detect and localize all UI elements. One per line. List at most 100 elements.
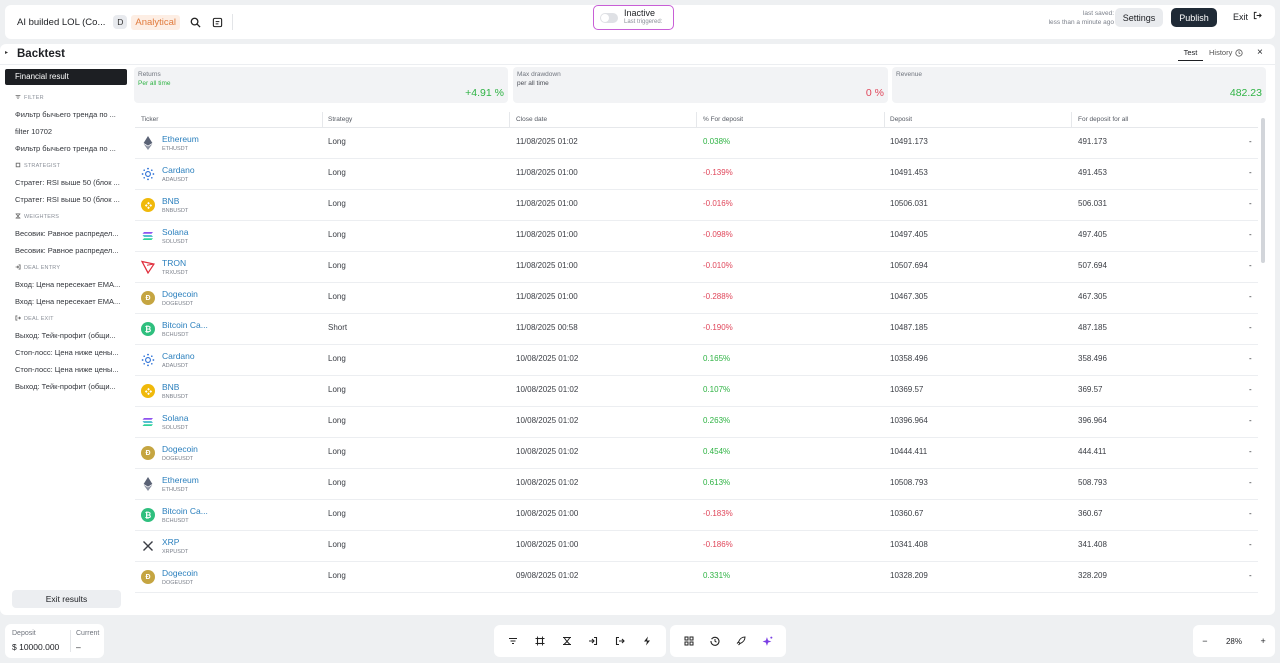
sidebar-item[interactable]: Стоп-лосс: Цена ниже цены... (15, 348, 119, 357)
sidebar-item[interactable]: Стратег: RSI выше 50 (блок ... (15, 178, 120, 187)
sidebar-item[interactable]: filter 10702 (15, 127, 53, 136)
ticker-name[interactable]: BNB (162, 382, 180, 392)
strategy-cell: Short (328, 323, 348, 332)
lightning-icon[interactable] (640, 634, 654, 648)
sidebar-item-financial-result[interactable]: Financial result (5, 69, 127, 85)
sidebar-item[interactable]: Стратег: RSI выше 50 (блок ... (15, 195, 120, 204)
sidebar-item[interactable]: Вход: Цена пересекает EMA... (15, 280, 121, 289)
deposit-widget: Deposit $ 10000.000 Current – (5, 624, 104, 658)
deal-exit-icon[interactable] (613, 634, 627, 648)
percent-cell: -0.098% (703, 230, 733, 239)
ticker-name[interactable]: Ethereum (162, 134, 199, 144)
strategy-cell: Long (328, 199, 346, 208)
grid-icon[interactable] (682, 634, 696, 648)
empty-cell: - (1249, 230, 1252, 239)
ticker-name[interactable]: Dogecoin (162, 444, 198, 454)
history-icon[interactable] (708, 634, 722, 648)
document-icon[interactable] (210, 15, 224, 29)
close-icon[interactable]: × (1257, 47, 1263, 58)
status-toggle[interactable]: Inactive Last triggered: (593, 5, 674, 30)
ticker-name[interactable]: Solana (162, 413, 189, 423)
user-badge[interactable]: D (113, 15, 128, 29)
exit-results-button[interactable]: Exit results (12, 590, 121, 608)
mode-badge[interactable]: Analytical (131, 14, 181, 30)
ticker-symbol: ADAUSDT (162, 363, 189, 369)
sidebar-item[interactable]: Вход: Цена пересекает EMA... (15, 297, 121, 306)
clock-icon (1235, 48, 1243, 57)
block-toolbar (494, 625, 666, 657)
ticker-name[interactable]: Dogecoin (162, 289, 198, 299)
settings-button[interactable]: Settings (1115, 8, 1163, 27)
percent-cell: -0.190% (703, 323, 733, 332)
column-header[interactable]: Close date (516, 116, 548, 123)
column-header[interactable]: Deposit (890, 116, 913, 123)
collapse-arrow-icon[interactable]: ▸ (5, 50, 9, 56)
dogecoin-icon: Ð (141, 446, 155, 460)
tab-test[interactable]: Test (1178, 48, 1203, 61)
table-row[interactable]: TRON TRXUSDT Long 11/08/2025 01:00 -0.010% 10… (135, 252, 1258, 283)
table-row[interactable]: Ð Dogecoin DOGEUSDT Long 10/08/2025 01:02 0.4… (135, 438, 1258, 469)
card-value: 0 % (865, 87, 884, 99)
table-row[interactable]: BNB BNBUSDT Long 10/08/2025 01:02 0.107% 1036… (135, 376, 1258, 407)
table-row[interactable]: Solana SOLUSDT Long 10/08/2025 01:02 0.263% 1… (135, 407, 1258, 438)
strategist-icon (15, 162, 21, 170)
table-row[interactable]: Solana SOLUSDT Long 11/08/2025 01:00 -0.098%… (135, 221, 1258, 252)
column-header[interactable]: Ticker (141, 116, 159, 123)
table-row[interactable]: ₿ Bitcoin Ca... BCHUSDT Short 11/08/2025 00:… (135, 314, 1258, 345)
column-header[interactable]: % For deposit (703, 116, 744, 123)
toggle-switch[interactable] (600, 12, 618, 23)
table-row[interactable]: Cardano ADAUSDT Long 11/08/2025 01:00 -0.139… (135, 159, 1258, 190)
table-row[interactable]: Ð Dogecoin DOGEUSDT Long 11/08/2025 01:00 -0.… (135, 283, 1258, 314)
column-header[interactable]: For deposit for all (1078, 116, 1129, 123)
strategist-icon[interactable] (533, 634, 547, 648)
ticker-symbol: BNBUSDT (162, 394, 189, 400)
filter-icon[interactable] (506, 634, 520, 648)
project-title[interactable]: AI builded LOL (Co... (17, 16, 106, 28)
deal-entry-icon[interactable] (586, 634, 600, 648)
sidebar-item[interactable]: Стоп-лосс: Цена ниже цены... (15, 365, 119, 374)
ticker-name[interactable]: XRP (162, 537, 180, 547)
sidebar-item[interactable]: Фильтр бычьего тренда по ... (15, 144, 116, 153)
ai-sparkle-icon[interactable] (760, 634, 774, 648)
table-row[interactable]: Ethereum ETHUSDT Long 11/08/2025 01:02 0.038… (135, 128, 1258, 159)
ticker-name[interactable]: Cardano (162, 165, 195, 175)
sidebar-item[interactable]: Весовик: Равное распредел... (15, 229, 119, 238)
publish-button[interactable]: Publish (1171, 8, 1217, 27)
strategy-cell: Long (328, 354, 346, 363)
close-date-cell: 11/08/2025 01:00 (516, 168, 578, 177)
weighters-icon[interactable] (560, 634, 574, 648)
table-row[interactable]: XRP XRPUSDT Long 10/08/2025 01:00 -0.186% 103… (135, 531, 1258, 562)
tab-history[interactable]: History (1209, 48, 1243, 57)
table-scrollbar[interactable] (1261, 118, 1265, 263)
sidebar-item[interactable]: Фильтр бычьего тренда по ... (15, 110, 116, 119)
ticker-name[interactable]: TRON (162, 258, 187, 268)
ticker-name[interactable]: Bitcoin Ca... (162, 320, 208, 330)
table-row[interactable]: BNB BNBUSDT Long 11/08/2025 01:00 -0.016% 105… (135, 190, 1258, 221)
search-icon[interactable] (188, 15, 202, 29)
table-row[interactable]: Ð Dogecoin DOGEUSDT Long 09/08/2025 01:02 0.3… (135, 562, 1258, 593)
table-row[interactable]: Cardano ADAUSDT Long 10/08/2025 01:02 0.165%… (135, 345, 1258, 376)
card-subtitle: per all time (517, 80, 549, 87)
ticker-name[interactable]: Bitcoin Ca... (162, 506, 208, 516)
ticker-name[interactable]: Ethereum (162, 475, 199, 485)
sidebar-item[interactable]: Выход: Тейк-профит (общи... (15, 331, 116, 340)
deposit-cell: 10506.031 (890, 199, 928, 208)
sidebar-item[interactable]: Весовик: Равное распредел... (15, 246, 119, 255)
zoom-in-button[interactable]: + (1260, 636, 1266, 646)
column-header[interactable]: Strategy (328, 116, 353, 123)
deposit-cell: 10507.694 (890, 261, 928, 270)
ticker-name[interactable]: Dogecoin (162, 568, 198, 578)
rocket-icon[interactable] (734, 634, 748, 648)
ticker-name[interactable]: Solana (162, 227, 189, 237)
table-row[interactable]: Ethereum ETHUSDT Long 10/08/2025 01:02 0.613… (135, 469, 1258, 500)
ticker-name[interactable]: BNB (162, 196, 180, 206)
exit-button[interactable]: Exit (1233, 11, 1262, 22)
divider (0, 64, 1275, 65)
sidebar-item[interactable]: Выход: Тейк-профит (общи... (15, 382, 116, 391)
zoom-out-button[interactable]: − (1202, 636, 1208, 646)
filter-icon (15, 94, 21, 102)
table-row[interactable]: ₿ Bitcoin Ca... BCHUSDT Long 10/08/2025 01:0… (135, 500, 1258, 531)
tron-icon (141, 260, 155, 274)
ticker-name[interactable]: Cardano (162, 351, 195, 361)
ticker-symbol: ETHUSDT (162, 146, 188, 152)
